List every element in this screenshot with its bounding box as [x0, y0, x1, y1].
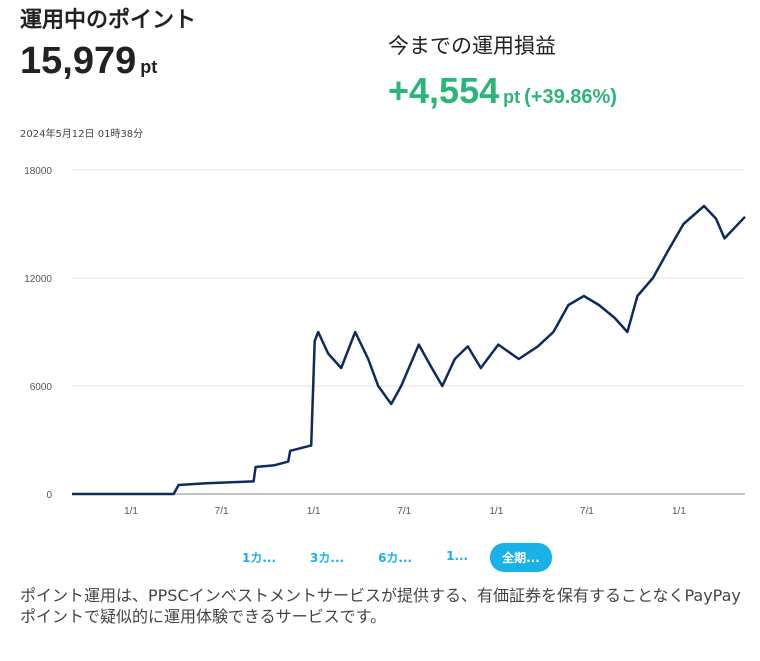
total-value: 15,979 — [20, 40, 137, 82]
gain-value: +4,554 — [388, 70, 500, 111]
total-unit: pt — [140, 57, 158, 77]
range-all-button[interactable]: 全期... — [490, 543, 552, 572]
gain: +4,554 pt (+39.86%) — [388, 70, 617, 112]
y-tick-label: 12000 — [24, 274, 52, 285]
range-3-month-button[interactable]: 3カ... — [310, 551, 345, 565]
x-tick-label: 1/1 — [307, 506, 321, 517]
y-tick-label: 18000 — [24, 166, 52, 177]
x-tick-label: 7/1 — [215, 506, 229, 517]
y-tick-label: 0 — [46, 490, 52, 501]
x-tick-label: 7/1 — [580, 506, 594, 517]
range-1-month-button[interactable]: 1カ... — [242, 551, 277, 565]
series-line — [72, 204, 746, 496]
range-1-year-button[interactable]: 1... — [446, 549, 469, 563]
total-points: 15,979 pt — [20, 40, 157, 83]
x-tick-label: 1/1 — [124, 506, 138, 517]
x-tick-label: 1/1 — [672, 506, 686, 517]
x-tick-label: 7/1 — [397, 506, 411, 517]
line-chart: 0 6000 12000 18000 1/1 7/1 1/1 7/1 1/1 7/1 1/1 — [24, 166, 746, 517]
gain-unit: pt — [503, 87, 521, 107]
gain-title: 今までの運用損益 — [388, 34, 556, 58]
range-selector: 1カ... 3カ... 6カ... 1... 全期... — [230, 543, 562, 572]
y-tick-label: 6000 — [30, 382, 53, 393]
range-6-month-button[interactable]: 6カ... — [378, 551, 413, 565]
page-title: 運用中のポイント — [20, 8, 197, 33]
description: ポイント運用は、PPSCインベストメントサービスが提供する、有価証券を保有するこ… — [20, 586, 741, 626]
x-tick-label: 1/1 — [489, 506, 503, 517]
timestamp: 2024年5月12日 01時38分 — [20, 129, 144, 140]
gain-percent: (+39.86%) — [524, 86, 617, 108]
